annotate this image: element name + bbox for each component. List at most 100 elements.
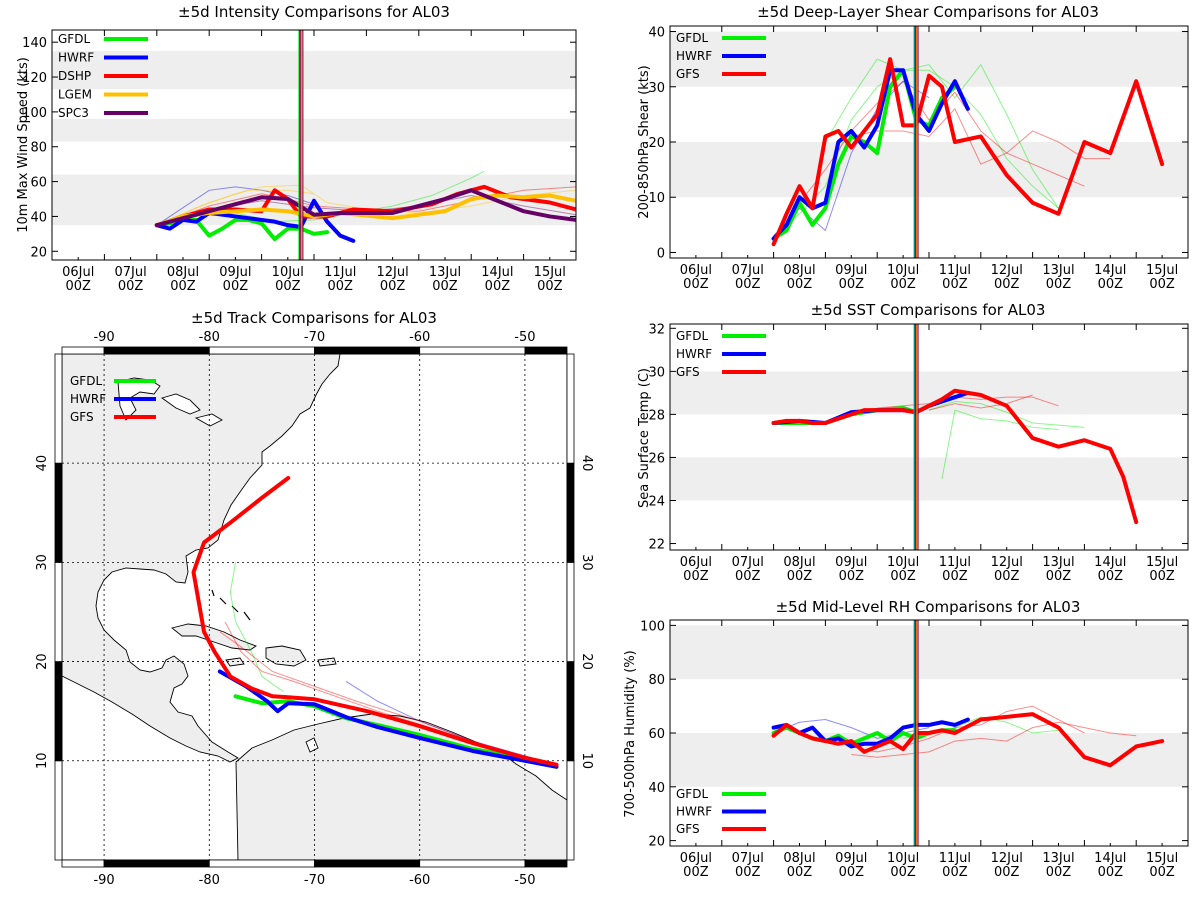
- track-lon-label-top-2: -70: [304, 330, 325, 345]
- track-legend-label-hwrf: HWRF: [70, 392, 106, 406]
- intensity-legend-label-spc3: SPC3: [58, 106, 89, 120]
- intensity-panel: ±5d Intensity Comparisons for AL03 10m M…: [16, 3, 577, 294]
- shear-ytick-label-3: 30: [648, 81, 665, 96]
- shear-xtick-day-7: 13Jul: [1042, 263, 1074, 278]
- sst-shade-band-0: [670, 457, 1188, 501]
- track-lat-label-right-0: 10: [579, 753, 594, 770]
- sst-xtick-day-2: 08Jul: [783, 555, 815, 570]
- shear-xtick-hour-9: 00Z: [1149, 277, 1175, 292]
- sst-xtick-day-6: 12Jul: [991, 555, 1023, 570]
- rh-xtick-hour-1: 00Z: [735, 865, 761, 880]
- shear-title: ±5d Deep-Layer Shear Comparisons for AL0…: [757, 3, 1099, 21]
- track-axis-labels: -90 -90 -80 -80 -70 -70 -60 -60 -50 -50 10 10 20 20 30…: [35, 330, 594, 888]
- rh-legend-label-gfdl: GFDL: [676, 787, 708, 801]
- rh-xtick-day-8: 14Jul: [1094, 851, 1126, 866]
- intensity-xtick-day-5: 11Jul: [324, 265, 356, 280]
- rh-shade-band-1: [670, 625, 1188, 680]
- rh-xtick-day-0: 06Jul: [680, 851, 712, 866]
- sst-xtick-day-7: 13Jul: [1042, 555, 1074, 570]
- shear-xtick-day-8: 14Jul: [1094, 263, 1126, 278]
- rh-ytick-label-4: 100: [640, 619, 665, 634]
- rh-xtick-hour-0: 00Z: [683, 865, 709, 880]
- sst-xtick-day-9: 15Jul: [1146, 555, 1178, 570]
- sst-ytick-label-0: 22: [648, 538, 665, 553]
- intensity-title: ±5d Intensity Comparisons for AL03: [178, 3, 450, 21]
- sst-xtick-hour-7: 00Z: [1046, 569, 1072, 584]
- sst-y-axis: 22 24 26 28 30 32: [648, 322, 1188, 553]
- intensity-xtick-hour-1: 00Z: [118, 279, 144, 294]
- rh-ylabel: 700-500hPa Humidity (%): [623, 650, 638, 817]
- track-border-right-4: [566, 353, 575, 464]
- intensity-lgem-ensemble-line-1: [156, 189, 315, 226]
- puerto-rico-island: [317, 657, 337, 667]
- sst-xtick-day-8: 14Jul: [1094, 555, 1126, 570]
- intensity-xtick-day-7: 13Jul: [429, 265, 461, 280]
- track-border-top-5: [524, 346, 568, 355]
- track-border-bottom-1: [103, 859, 210, 868]
- jamaica-island: [225, 657, 245, 667]
- shear-xtick-day-4: 10Jul: [887, 263, 919, 278]
- track-lon-label-top-1: -80: [199, 330, 220, 345]
- shear-xtick-day-1: 07Jul: [732, 263, 764, 278]
- rh-xtick-day-5: 11Jul: [939, 851, 971, 866]
- intensity-xtick-hour-9: 00Z: [537, 279, 563, 294]
- track-border-top-0: [61, 346, 105, 355]
- rh-xtick-day-7: 13Jul: [1042, 851, 1074, 866]
- track-border-right-0: [566, 760, 575, 861]
- shear-legend: GFDL HWRF GFS: [676, 31, 766, 81]
- intensity-xtick-day-0: 06Jul: [62, 265, 94, 280]
- sst-title: ±5d SST Comparisons for AL03: [811, 301, 1046, 319]
- shear-legend-label-hwrf: HWRF: [676, 49, 712, 63]
- track-legend-label-gfs: GFS: [70, 410, 94, 424]
- sst-frame: [669, 323, 1189, 551]
- track-lat-label-left-2: 30: [35, 554, 50, 571]
- intensity-legend: GFDL HWRF DSHP LGEM SPC3: [58, 32, 148, 120]
- intensity-xtick-hour-7: 00Z: [432, 279, 458, 294]
- north-america-landmass: [62, 354, 341, 763]
- rh-xtick-day-6: 12Jul: [991, 851, 1023, 866]
- sst-gfdl-ensemble-line-0: [941, 409, 1059, 480]
- track-border-right-2: [566, 561, 575, 662]
- track-border-top-4: [419, 346, 526, 355]
- shear-xtick-hour-7: 00Z: [1046, 277, 1072, 292]
- track-border-top-3: [314, 346, 421, 355]
- track-lat-label-left-0: 10: [35, 753, 50, 770]
- shear-xtick-day-3: 09Jul: [835, 263, 867, 278]
- track-lon-label-bottom-3: -60: [409, 873, 430, 888]
- sst-xtick-hour-0: 00Z: [683, 569, 709, 584]
- track-border-bottom-4: [419, 859, 526, 868]
- rh-shade-band-0: [670, 733, 1188, 787]
- shear-xtick-day-6: 12Jul: [991, 263, 1023, 278]
- rh-y-axis: 20 40 60 80 100: [640, 619, 1188, 850]
- shear-xtick-day-9: 15Jul: [1146, 263, 1178, 278]
- sst-xtick-hour-3: 00Z: [839, 569, 865, 584]
- shear-ytick-label-2: 20: [648, 136, 665, 151]
- track-border-top-2: [208, 346, 315, 355]
- track-border-right-3: [566, 462, 575, 563]
- sst-xtick-hour-1: 00Z: [735, 569, 761, 584]
- intensity-xtick-day-1: 07Jul: [114, 265, 146, 280]
- intensity-x-axis: 06Jul00Z07Jul00Z08Jul00Z09Jul00Z10Jul00Z…: [51, 30, 566, 294]
- track-lon-label-bottom-2: -70: [304, 873, 325, 888]
- shear-ylabel: 200-850hPa Shear (kts): [637, 65, 652, 218]
- intensity-hwrf-line: [154, 198, 356, 243]
- sst-xtick-hour-6: 00Z: [994, 569, 1020, 584]
- shear-xtick-hour-2: 00Z: [787, 277, 813, 292]
- shear-xtick-hour-5: 00Z: [942, 277, 968, 292]
- track-lon-label-bottom-0: -90: [93, 873, 114, 888]
- rh-xtick-hour-6: 00Z: [994, 865, 1020, 880]
- track-border-left-4: [54, 353, 63, 464]
- shear-xtick-hour-0: 00Z: [683, 277, 709, 292]
- intensity-ylabel: 10m Max Wind Speed (kts): [16, 57, 31, 233]
- sst-xtick-hour-9: 00Z: [1149, 569, 1175, 584]
- rh-ensemble-lines: [773, 705, 1137, 758]
- intensity-legend-label-dshp: DSHP: [58, 69, 91, 83]
- rh-xtick-hour-9: 00Z: [1149, 865, 1175, 880]
- track-lat-label-right-1: 20: [579, 653, 594, 670]
- shear-legend-label-gfdl: GFDL: [676, 31, 708, 45]
- shear-panel: ±5d Deep-Layer Shear Comparisons for AL0…: [637, 3, 1189, 292]
- track-lon-label-bottom-1: -80: [199, 873, 220, 888]
- rh-legend: GFDL HWRF GFS: [676, 787, 766, 836]
- shear-xtick-hour-8: 00Z: [1098, 277, 1124, 292]
